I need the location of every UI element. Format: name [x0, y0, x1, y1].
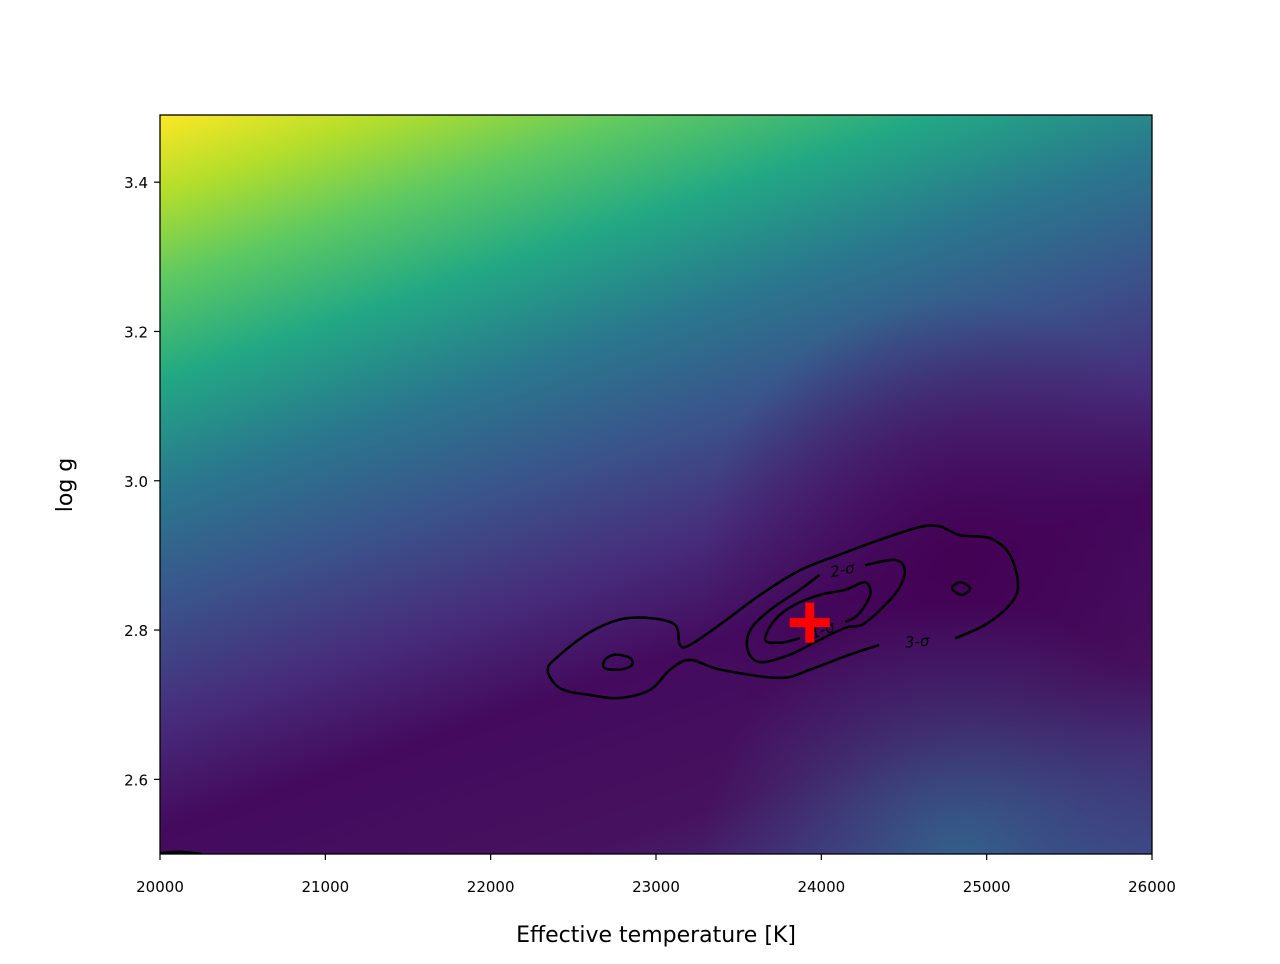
x-tick-label: 23000 — [632, 878, 680, 896]
y-axis-title: log g — [53, 458, 78, 513]
heatmap — [160, 115, 1152, 854]
y-tick-label: 2.6 — [124, 771, 148, 789]
x-tick-label: 22000 — [467, 878, 515, 896]
contour-line — [745, 558, 907, 664]
y-tick-label: 2.8 — [124, 622, 148, 640]
y-tick-label: 3.2 — [124, 323, 148, 341]
contour-line — [601, 653, 635, 672]
x-axis-title: Effective temperature [K] — [516, 923, 796, 948]
best-fit-marker — [789, 602, 830, 643]
y-tick-label: 3.4 — [124, 174, 148, 192]
x-tick-label: 21000 — [301, 878, 349, 896]
x-tick-label: 20000 — [136, 878, 184, 896]
y-tick-label: 3.0 — [124, 473, 148, 491]
heatmap-shade — [160, 115, 1152, 854]
contour-line — [546, 524, 1020, 700]
contour-line — [950, 580, 972, 597]
x-tick-label: 24000 — [797, 878, 845, 896]
contour-label: 3-σ — [904, 632, 930, 652]
x-tick-label: 26000 — [1128, 878, 1176, 896]
x-tick-label: 25000 — [963, 878, 1011, 896]
contour-line — [763, 580, 872, 645]
contour-label: 2-σ — [829, 559, 857, 582]
